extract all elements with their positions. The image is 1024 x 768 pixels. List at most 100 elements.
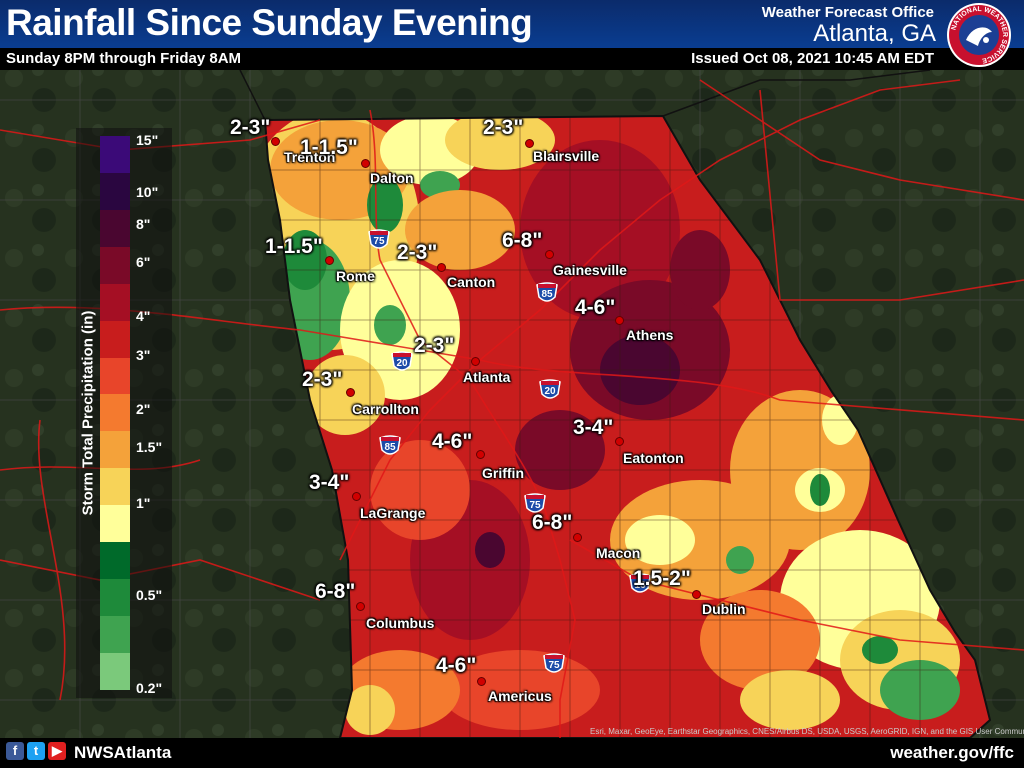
legend-swatch: [100, 431, 130, 469]
city-label-macon: Macon: [596, 545, 641, 561]
georgia-county-lines: [265, 116, 990, 738]
city-label-gainesville: Gainesville: [553, 262, 627, 278]
interstate-shield: 85: [535, 281, 559, 305]
social-icons: f t ▶: [6, 742, 66, 760]
subheader-bar: [0, 48, 1024, 70]
city-label-dalton: Dalton: [370, 170, 414, 186]
interstate-shield: 75: [542, 652, 566, 676]
city-dot: [615, 437, 624, 446]
city-dot: [271, 137, 280, 146]
legend-tick-label: 10": [136, 184, 159, 200]
interstate-number: 75: [548, 660, 560, 671]
amount-label-dalton: 1-1.5": [300, 136, 358, 159]
interstate-number: 75: [373, 236, 385, 247]
legend-swatch: [100, 246, 130, 284]
city-dot: [525, 139, 534, 148]
city-label-trenton: Trenton: [284, 149, 336, 165]
legend-color-bar: [100, 136, 130, 690]
amount-label-macon: 6-8": [532, 511, 573, 534]
legend-swatch: [100, 579, 130, 616]
amount-label-trenton: 2-3": [230, 116, 271, 139]
city-dot: [356, 602, 365, 611]
legend-swatch: [100, 468, 130, 506]
interstate-shield: 75: [523, 492, 547, 516]
interstate-shield: 20: [390, 350, 414, 374]
city-label-rome: Rome: [336, 268, 375, 284]
city-label-canton: Canton: [447, 274, 496, 290]
legend-swatch: [100, 652, 130, 690]
interstate-shield: 20: [538, 378, 562, 402]
map-title: Rainfall Since Sunday Evening: [6, 2, 533, 43]
city-dot: [325, 256, 334, 265]
footer-bar: [0, 738, 1024, 768]
city-dot: [573, 533, 582, 542]
legend-swatch: [100, 357, 130, 395]
interstate-shield: 85: [378, 434, 402, 458]
city-dot: [615, 316, 624, 325]
legend-swatch: [100, 136, 130, 173]
interstate-number: 20: [396, 358, 408, 369]
city-label-griffin: Griffin: [482, 465, 524, 481]
social-handle[interactable]: NWSAtlanta: [74, 743, 172, 762]
city-label-columbus: Columbus: [366, 615, 435, 631]
amount-label-griffin: 4-6": [432, 430, 473, 453]
interstate-number: 20: [544, 386, 556, 397]
office-label: Weather Forecast Office: [761, 4, 934, 21]
state-boundary: [239, 69, 931, 121]
legend-swatch: [100, 542, 130, 580]
amount-label-gainesville: 6-8": [502, 229, 543, 252]
city-dot: [476, 450, 485, 459]
city-label-athens: Athens: [626, 327, 674, 343]
legend-tick-label: 1.5": [136, 439, 163, 455]
city-dot: [361, 159, 370, 168]
issued-timestamp: Issued Oct 08, 2021 10:45 AM EDT: [691, 50, 934, 67]
amount-label-americus: 4-6": [436, 654, 477, 677]
amount-label-lagrange: 3-4": [309, 471, 350, 494]
legend-swatch: [100, 172, 130, 210]
amount-label-dublin: 1.5-2": [633, 567, 691, 590]
office-city: Atlanta, GA: [813, 20, 936, 47]
interstate-shield: 16: [628, 572, 652, 596]
interstate-number: 85: [384, 442, 396, 453]
city-label-eatonton: Eatonton: [623, 450, 684, 466]
legend-tick-label: 1": [136, 495, 151, 511]
city-dot: [437, 263, 446, 272]
amount-label-atlanta: 2-3": [414, 334, 455, 357]
website-link[interactable]: weather.gov/ffc: [890, 743, 1014, 762]
twitter-icon[interactable]: t: [27, 742, 45, 760]
amount-label-athens: 4-6": [575, 296, 616, 319]
city-label-blairsville: Blairsville: [533, 148, 600, 164]
interstate-number: 16: [634, 580, 646, 591]
legend-swatch: [100, 394, 130, 432]
youtube-icon[interactable]: ▶: [48, 742, 66, 760]
city-label-americus: Americus: [488, 688, 552, 704]
interstate-shield: 75: [367, 228, 391, 252]
legend-swatch: [100, 209, 130, 247]
amount-label-carrollton: 2-3": [302, 368, 343, 391]
city-dot: [692, 590, 701, 599]
amount-label-canton: 2-3": [397, 241, 438, 264]
city-label-dublin: Dublin: [702, 601, 746, 617]
amount-label-columbus: 6-8": [315, 580, 356, 603]
legend-tick-label: 8": [136, 216, 151, 232]
legend-swatch: [100, 320, 130, 358]
city-label-atlanta: Atlanta: [463, 369, 511, 385]
legend-tick-label: 2": [136, 401, 151, 417]
legend-swatch: [100, 505, 130, 543]
legend-swatch: [100, 615, 130, 653]
legend-tick-label: 6": [136, 254, 151, 270]
legend-tick-label: 4": [136, 308, 151, 324]
header-bar: [0, 0, 1024, 48]
city-label-carrollton: Carrollton: [352, 401, 419, 417]
amount-label-rome: 1-1.5": [265, 235, 323, 258]
city-dot: [477, 677, 486, 686]
interstate-number: 75: [529, 500, 541, 511]
facebook-icon[interactable]: f: [6, 742, 24, 760]
legend-tick-label: 0.2": [136, 680, 163, 696]
city-dot: [346, 388, 355, 397]
city-label-lagrange: LaGrange: [360, 505, 426, 521]
amount-label-blairsville: 2-3": [483, 116, 524, 139]
city-dot: [471, 357, 480, 366]
